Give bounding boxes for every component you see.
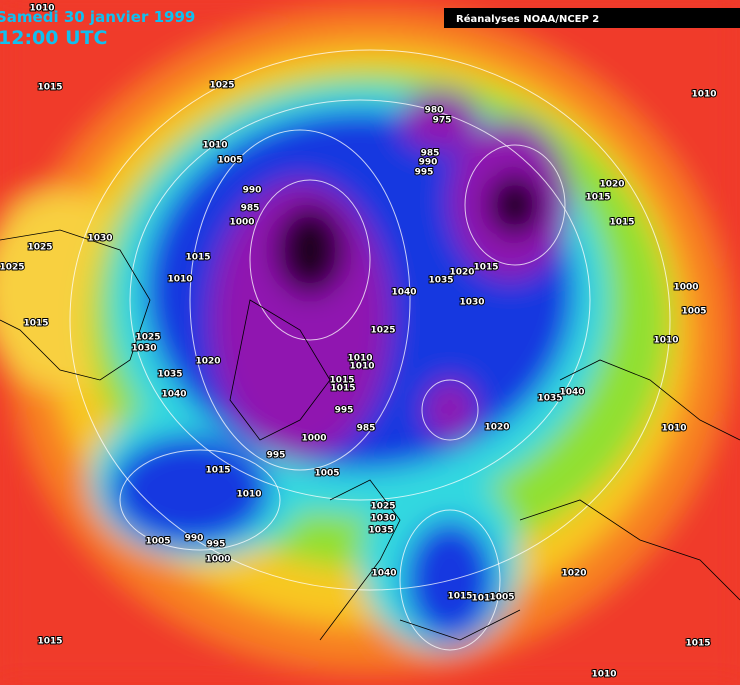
isobar-label: 995 — [335, 406, 354, 416]
isobar-label: 1015 — [329, 376, 354, 386]
source: Réanalyses NOAA/NCEP 2 — [456, 13, 599, 25]
isobar-label: 1035 — [157, 370, 182, 380]
low-purple-3 — [400, 90, 480, 150]
isobar-label: 1005 — [314, 469, 339, 479]
isobars — [69, 49, 671, 651]
isobar-label: 1015 — [37, 83, 62, 93]
low-purple-4 — [425, 380, 475, 440]
isobar-label: 1010 — [347, 354, 372, 364]
isobar-label: 1000 — [205, 555, 230, 565]
isobar-label: 1010 — [471, 594, 496, 604]
isobar-label: 1005 — [681, 307, 706, 317]
isobar-label: 995 — [267, 451, 286, 461]
isobar-label: 1015 — [23, 319, 48, 329]
isobar — [464, 144, 566, 266]
isobar-label: 1015 — [185, 253, 210, 263]
time: 12:00 UTC — [0, 27, 107, 49]
isobar-label: 1035 — [537, 394, 562, 404]
isobar-label: 1010 — [236, 490, 261, 500]
isobar-label: 1040 — [371, 569, 396, 579]
isobar-label: 1000 — [301, 434, 326, 444]
isobar — [189, 129, 411, 471]
isobar-label: 1030 — [87, 234, 112, 244]
isobar-label: 1010 — [349, 362, 374, 372]
isobar-label: 1010 — [653, 336, 678, 346]
coastlines — [0, 229, 740, 641]
isobar-label: 1040 — [161, 390, 186, 400]
isobar-label: 1025 — [370, 326, 395, 336]
isobar-label: 1010 — [167, 275, 192, 285]
isobar-label: 1025 — [0, 263, 25, 273]
field-blue-sw — [110, 435, 270, 545]
isobar-label: 1020 — [195, 357, 220, 367]
isobar-label: 1005 — [489, 593, 514, 603]
isobar-label: 1025 — [135, 333, 160, 343]
isobar-label: 985 — [421, 149, 440, 159]
isobar-label: 1015 — [685, 639, 710, 649]
low-core-2 — [487, 173, 543, 237]
isobar-label: 1020 — [484, 423, 509, 433]
isobar-label: 990 — [419, 158, 438, 168]
isobar-label: 1000 — [229, 218, 254, 228]
isobar-label: 1015 — [447, 592, 472, 602]
isobar-label: 1035 — [368, 526, 393, 536]
isobar-label: 1005 — [217, 156, 242, 166]
isobar-label: 1025 — [370, 502, 395, 512]
coast — [0, 229, 151, 381]
isobar-label: 985 — [357, 424, 376, 434]
isobar-label: 990 — [185, 534, 204, 544]
coast — [519, 359, 740, 601]
isobar-label: 1015 — [609, 218, 634, 228]
isobar — [69, 49, 671, 591]
isobar-label: 975 — [433, 116, 452, 126]
isobar-label: 1005 — [145, 537, 170, 547]
isobar — [421, 379, 479, 441]
isobar-label: 1030 — [370, 514, 395, 524]
isobar-label: 1010 — [29, 4, 54, 14]
isobar-label: 1025 — [27, 243, 52, 253]
isobar-label: 1015 — [330, 384, 355, 394]
isobar — [249, 179, 371, 341]
isobar-label: 1030 — [459, 298, 484, 308]
source-box — [444, 8, 740, 28]
isobar-label: 1010 — [202, 141, 227, 151]
isobar-label: 1015 — [585, 193, 610, 203]
isobar-label: 1015 — [37, 637, 62, 647]
isobar-label: 1015 — [473, 263, 498, 273]
isobar-label: 1040 — [391, 288, 416, 298]
isobar-label: 980 — [425, 106, 444, 116]
isobar-label: 1025 — [209, 81, 234, 91]
isobar-label: 990 — [243, 186, 262, 196]
isobar-label: 995 — [415, 168, 434, 178]
isobar — [129, 99, 591, 501]
isobar-label: 1020 — [561, 569, 586, 579]
isobar-label: 1020 — [599, 180, 624, 190]
isobar-label: 985 — [241, 204, 260, 214]
isobar-label: 995 — [207, 540, 226, 550]
coast — [229, 299, 331, 441]
isobar-label: 1030 — [131, 344, 156, 354]
isobar-label: 1010 — [691, 90, 716, 100]
coast — [319, 479, 521, 641]
isobar — [399, 509, 501, 651]
low-core-1 — [275, 205, 345, 295]
isobar-label: 1020 — [449, 268, 474, 278]
isobar-label: 1015 — [205, 466, 230, 476]
isobar-label: 1000 — [673, 283, 698, 293]
isobar-label: 1035 — [428, 276, 453, 286]
isobar-label: 1010 — [591, 670, 616, 680]
date: Samedi 30 janvier 1999 — [0, 8, 195, 26]
isobar-label: 1040 — [559, 388, 584, 398]
isobar-label: 1010 — [661, 424, 686, 434]
isobar — [119, 449, 281, 551]
